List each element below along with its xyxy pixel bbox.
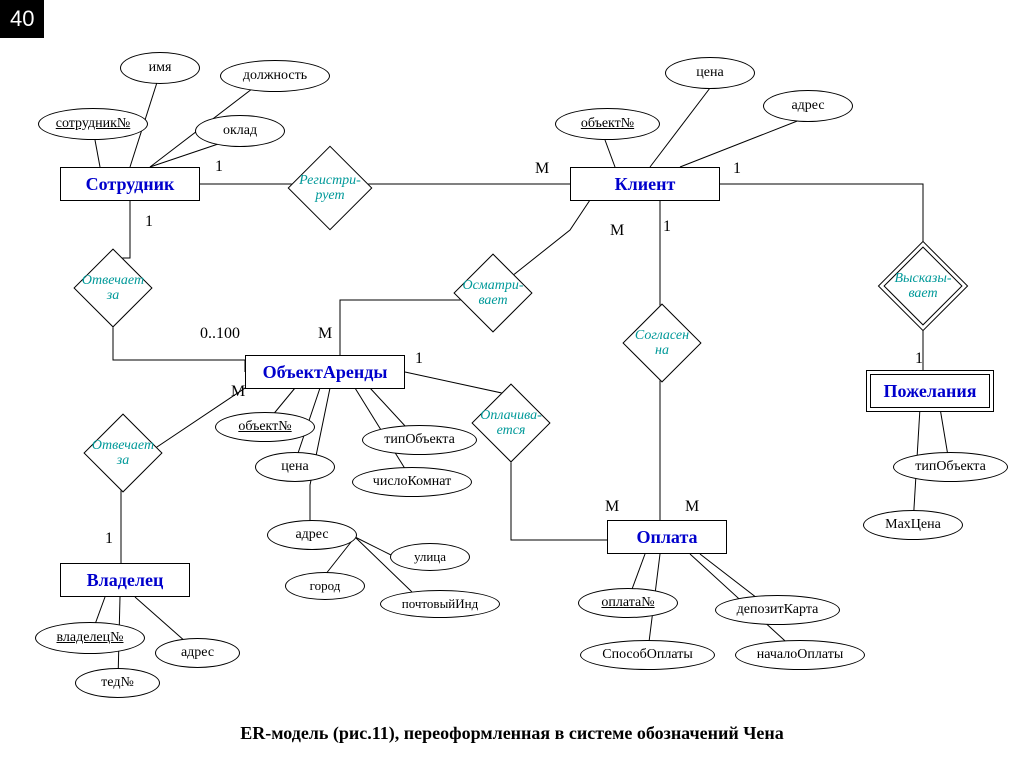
attribute-maxcena: МахЦена <box>863 510 963 540</box>
cardinality-7: M <box>318 325 332 343</box>
attribute-depkarta: депозитКарта <box>715 595 840 625</box>
cardinality-2: 1 <box>733 160 741 178</box>
attribute-cena_k: цена <box>665 57 755 89</box>
attribute-objno_k: объект№ <box>555 108 660 140</box>
attribute-tipobj_p: типОбъекта <box>893 452 1008 482</box>
attribute-obj_no: объект№ <box>215 412 315 442</box>
cardinality-0: 1 <box>215 158 223 176</box>
entity-klient: Клиент <box>570 167 720 201</box>
attribute-adres_k: адрес <box>763 90 853 122</box>
cardinality-9: 1 <box>415 350 423 368</box>
entity-vladelec: Владелец <box>60 563 190 597</box>
attribute-gorod: город <box>285 572 365 600</box>
cardinality-4: М <box>610 222 624 240</box>
cardinality-8: М <box>231 383 245 401</box>
entity-pozhel: Пожелания <box>870 374 990 408</box>
relationship-osmatr: Осматри-вает <box>465 265 521 321</box>
attribute-oklad: оклад <box>195 115 285 147</box>
cardinality-12: М <box>685 498 699 516</box>
cardinality-11: М <box>605 498 619 516</box>
attribute-ted_no: тед№ <box>75 668 160 698</box>
caption: ER-модель (рис.11), переоформленная в си… <box>0 723 1024 744</box>
cardinality-13: 1 <box>915 350 923 368</box>
attribute-vlad_no: владелец№ <box>35 622 145 654</box>
relationship-otvechaet2: Отвечаетза <box>95 425 151 481</box>
attribute-tipobj: типОбъекта <box>362 425 477 455</box>
attribute-sposob: СпособОплаты <box>580 640 715 670</box>
attribute-ulica: улица <box>390 543 470 571</box>
relationship-registr: Регистри-рует <box>300 158 360 218</box>
attribute-opl_no: оплата№ <box>578 588 678 618</box>
cardinality-10: 1 <box>105 530 113 548</box>
relationship-vyskaz: Высказы-вает <box>895 258 951 314</box>
attribute-imya: имя <box>120 52 200 84</box>
attribute-cena_o: цена <box>255 452 335 482</box>
relationship-otvechaet1: Отвечаетза <box>85 260 141 316</box>
relationship-soglasen: Согласенна <box>634 315 690 371</box>
attribute-pocht: почтовыйИнд <box>380 590 500 618</box>
page-number: 40 <box>0 0 44 38</box>
cardinality-6: 0..100 <box>200 325 240 343</box>
attribute-adres_v: адрес <box>155 638 240 668</box>
relationship-oplachiv: Оплачива-ется <box>483 395 539 451</box>
attribute-sotr_no: сотрудник№ <box>38 108 148 140</box>
cardinality-1: М <box>535 160 549 178</box>
entity-oplata: Оплата <box>607 520 727 554</box>
attribute-nachalo: началоОплаты <box>735 640 865 670</box>
attribute-adres_o: адрес <box>267 520 357 550</box>
entity-sotrudnik: Сотрудник <box>60 167 200 201</box>
attribute-dolzh: должность <box>220 60 330 92</box>
cardinality-3: 1 <box>145 213 153 231</box>
cardinality-5: 1 <box>663 218 671 236</box>
attribute-chisk: числоКомнат <box>352 467 472 497</box>
entity-objarenda: ОбъектАренды <box>245 355 405 389</box>
